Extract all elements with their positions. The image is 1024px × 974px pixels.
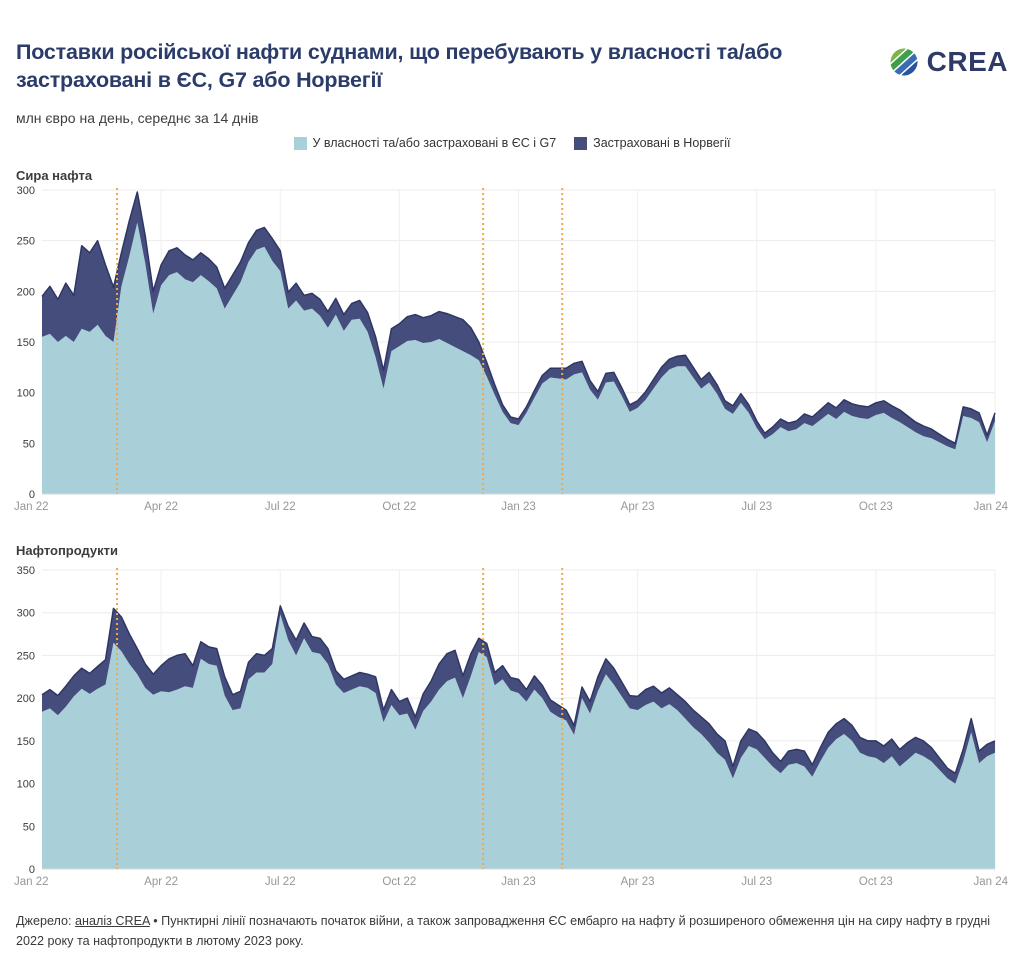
svg-text:Jan 22: Jan 22 <box>14 876 49 888</box>
svg-text:300: 300 <box>17 185 35 197</box>
svg-text:100: 100 <box>17 779 35 791</box>
legend-swatch-norway <box>574 136 588 150</box>
svg-text:50: 50 <box>23 438 35 450</box>
svg-text:Oct 22: Oct 22 <box>382 876 416 888</box>
svg-text:150: 150 <box>17 736 35 748</box>
footnote-text: • Пунктирні лінії позначають початок вій… <box>16 914 991 948</box>
chart-title-oil-products: Нафтопродукти <box>16 543 119 558</box>
legend-item-norway[interactable]: Застраховані в Норвегії <box>574 136 731 150</box>
legend-label-norway: Застраховані в Норвегії <box>593 136 731 150</box>
svg-text:Jul 22: Jul 22 <box>265 876 296 888</box>
chart-title-crude-oil: Сира нафта <box>16 168 93 183</box>
crude-oil-chart: 0 50 100 150 200 250 300 Jan 22 Apr 22 Jul 22 Oct … <box>14 185 1009 513</box>
legend: У власності та/або застраховані в ЄС і G… <box>0 136 1024 150</box>
svg-text:Oct 23: Oct 23 <box>859 501 893 513</box>
oil-products-chart: 0 50 100 150 200 250 300 350 Jan 22 Apr 22 Jul 22 O… <box>14 565 1009 888</box>
svg-text:200: 200 <box>17 286 35 298</box>
svg-text:0: 0 <box>29 864 35 876</box>
svg-text:Jul 23: Jul 23 <box>741 501 772 513</box>
svg-text:Jan 22: Jan 22 <box>14 501 49 513</box>
svg-text:250: 250 <box>17 650 35 662</box>
svg-text:Jul 23: Jul 23 <box>741 876 772 888</box>
svg-text:Jul 22: Jul 22 <box>265 501 296 513</box>
svg-text:250: 250 <box>17 236 35 248</box>
svg-text:100: 100 <box>17 388 35 400</box>
chart-subtitle: млн євро на день, середнє за 14 днів <box>16 110 259 126</box>
crea-logo-text: CREA <box>926 46 1008 77</box>
svg-text:0: 0 <box>29 489 35 501</box>
svg-text:300: 300 <box>17 608 35 620</box>
legend-swatch-eu-g7 <box>293 136 307 150</box>
source-note: Джерело: аналіз CREA • Пунктирні лінії п… <box>16 912 1008 951</box>
svg-text:Jan 23: Jan 23 <box>501 501 536 513</box>
svg-text:Apr 23: Apr 23 <box>621 876 655 888</box>
legend-item-eu-g7[interactable]: У власності та/або застраховані в ЄС і G… <box>293 136 557 150</box>
svg-text:350: 350 <box>17 565 35 577</box>
svg-text:Oct 23: Oct 23 <box>859 876 893 888</box>
svg-text:150: 150 <box>17 337 35 349</box>
svg-text:Oct 22: Oct 22 <box>382 501 416 513</box>
svg-text:Jan 23: Jan 23 <box>501 876 536 888</box>
crea-logo: CREA <box>887 46 1008 78</box>
svg-text:Apr 23: Apr 23 <box>621 501 655 513</box>
svg-text:Jan 24: Jan 24 <box>973 501 1008 513</box>
source-prefix: Джерело: <box>16 914 76 928</box>
svg-text:50: 50 <box>23 821 35 833</box>
svg-text:Apr 22: Apr 22 <box>144 501 178 513</box>
legend-label-eu-g7: У власності та/або застраховані в ЄС і G… <box>312 136 557 150</box>
page-title: Поставки російської нафти суднами, що пе… <box>16 40 783 93</box>
source-link[interactable]: аналіз CREA <box>75 914 150 928</box>
crea-logo-icon <box>887 47 920 77</box>
svg-text:200: 200 <box>17 693 35 705</box>
svg-text:Apr 22: Apr 22 <box>144 876 178 888</box>
svg-text:Jan 24: Jan 24 <box>973 876 1008 888</box>
